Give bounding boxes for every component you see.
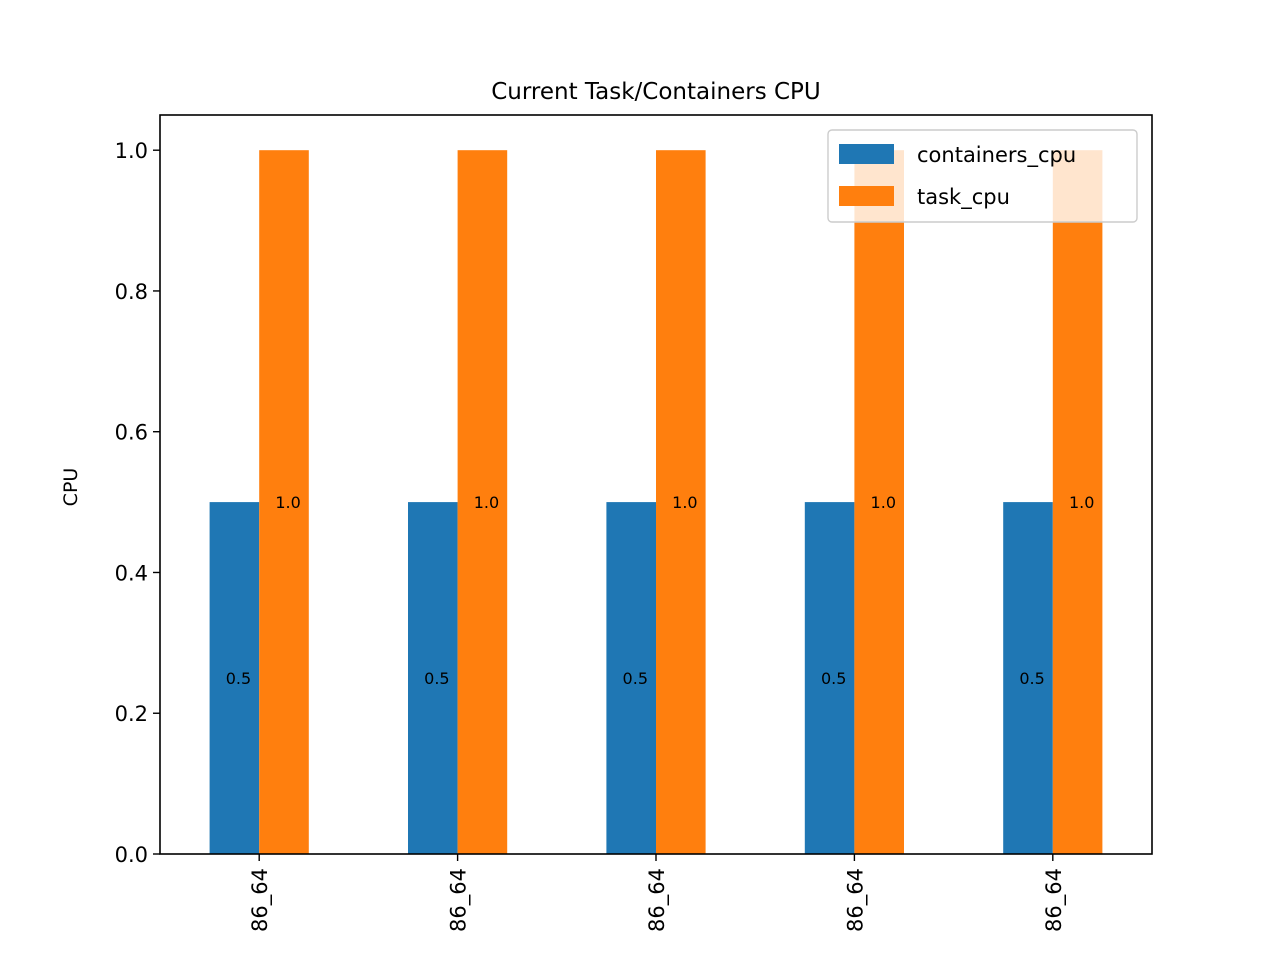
data-label-containers_cpu-1: 0.5 — [424, 669, 449, 688]
legend-swatch-containers_cpu — [839, 144, 894, 164]
legend-box — [827, 129, 1138, 223]
y-tick-label: 0.2 — [115, 702, 148, 726]
legend-label-containers_cpu: containers_cpu — [917, 143, 1076, 168]
x-tick-label: 86_64 — [1042, 868, 1067, 932]
data-label-task_cpu-2: 1.0 — [672, 493, 697, 512]
bar-containers_cpu-4 — [1003, 502, 1053, 854]
bar-containers_cpu-2 — [606, 502, 656, 854]
data-label-task_cpu-4: 1.0 — [1069, 493, 1094, 512]
y-tick-label: 0.8 — [115, 280, 148, 304]
bar-containers_cpu-1 — [408, 502, 458, 854]
y-tick-label: 0.4 — [115, 561, 148, 585]
bar-task_cpu-1 — [457, 150, 508, 854]
data-labels-layer: 0.5 0.5 0.5 0.5 0.5 1.0 1.0 1.0 1.0 1.0 — [226, 493, 1095, 688]
y-tick-label: 1.0 — [115, 139, 148, 163]
bars-layer — [209, 150, 1103, 854]
bar-task_cpu-4 — [1052, 150, 1103, 854]
data-label-containers_cpu-4: 0.5 — [1019, 669, 1044, 688]
bar-task_cpu-0 — [259, 150, 309, 854]
data-label-containers_cpu-3: 0.5 — [821, 669, 846, 688]
legend-label-task_cpu: task_cpu — [917, 185, 1010, 210]
x-tick-label: 86_64 — [843, 868, 868, 932]
legend-swatch-task_cpu — [839, 186, 894, 206]
y-tick-label: 0.6 — [115, 421, 148, 445]
x-tick-label: 86_64 — [645, 868, 670, 932]
legend: containers_cpu task_cpu — [827, 129, 1138, 223]
data-label-task_cpu-0: 1.0 — [275, 493, 300, 512]
data-label-containers_cpu-2: 0.5 — [623, 669, 648, 688]
bar-task_cpu-3 — [854, 150, 904, 854]
y-tick-label: 0.0 — [115, 843, 148, 867]
data-label-task_cpu-1: 1.0 — [474, 493, 499, 512]
bar-containers_cpu-3 — [804, 502, 855, 854]
data-label-task_cpu-3: 1.0 — [871, 493, 896, 512]
bar-task_cpu-2 — [656, 150, 706, 854]
y-axis-label: CPU — [60, 468, 82, 507]
bar-containers_cpu-0 — [209, 502, 260, 854]
axes-layer: 0.0 0.2 0.4 0.6 0.8 1.0 86_64 86_64 86_64 86_64 86… — [115, 114, 1153, 932]
x-tick-label: 86_64 — [447, 868, 472, 932]
x-tick-label: 86_64 — [248, 868, 273, 932]
data-label-containers_cpu-0: 0.5 — [226, 669, 251, 688]
chart-title: Current Task/Containers CPU — [491, 79, 821, 105]
